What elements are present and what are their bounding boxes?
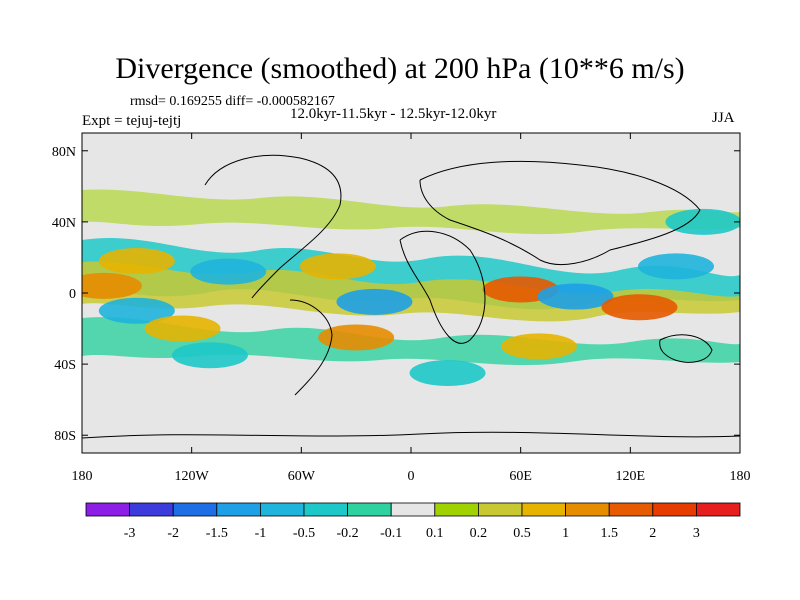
x-tick-label: 0 <box>408 469 415 484</box>
y-tick-label: 0 <box>69 287 76 302</box>
colorbar-swatch <box>434 502 479 517</box>
field-west-pacific-negative <box>638 253 715 280</box>
coastlines <box>82 154 740 439</box>
colorbar-label: 3 <box>693 526 700 541</box>
stats-label: rmsd= 0.169255 diff= -0.000582167 <box>130 94 335 109</box>
experiment-label: Expt = tejuj-tejtj <box>82 113 182 129</box>
x-tick-label: 180 <box>72 469 93 484</box>
x-tick-label: 120W <box>175 469 210 484</box>
field-south-atlantic-positive <box>318 324 395 351</box>
x-tick-label: 180 <box>730 469 751 484</box>
colorbar-label: -2 <box>167 526 179 541</box>
colorbar: -3 -2 -1.5 -1 -0.5 -0.2 -0.1 0.1 0.2 0.5 1 1.5 2 3 <box>85 502 741 541</box>
colorbar-swatch <box>216 502 261 517</box>
colorbar-swatch <box>521 502 566 517</box>
colorbar-swatch <box>85 502 130 517</box>
colorbar-label: 1.5 <box>600 526 618 541</box>
x-axis: 180 120W 60W 0 60E 120E 180 <box>72 133 751 484</box>
colorbar-swatch <box>652 502 697 517</box>
colorbar-swatch <box>129 502 174 517</box>
field-southern-indian-positive <box>500 333 577 360</box>
field-maritime-continent-positive <box>601 294 678 321</box>
colorbar-swatch <box>477 502 523 517</box>
colorbar-label: -0.1 <box>380 526 402 541</box>
colorbar-swatch <box>347 502 392 517</box>
y-tick-label: 80S <box>54 429 76 444</box>
field-north-atlantic-positive <box>299 253 376 280</box>
field-indian-ocean-negative <box>537 283 614 310</box>
period-label: 12.0kyr-11.5kyr - 12.5kyr-12.0kyr <box>290 106 497 122</box>
y-tick-label: 40S <box>54 358 76 373</box>
colorbar-label: 1 <box>562 526 569 541</box>
colorbar-swatch <box>696 502 741 517</box>
colorbar-label: 0.2 <box>470 526 488 541</box>
field-atlantic-eq-negative <box>336 288 413 315</box>
colorbar-label: 2 <box>649 526 656 541</box>
field-southern-ocean-negative <box>409 360 486 386</box>
y-tick-label: 80N <box>52 145 76 160</box>
x-tick-label: 60E <box>509 469 532 484</box>
field-north-pacific-east-negative <box>665 208 740 235</box>
field-central-america-negative <box>190 258 267 285</box>
colorbar-swatch <box>172 502 218 517</box>
colorbar-label: -0.5 <box>293 526 315 541</box>
y-axis: 80N 40N 0 40S 80S <box>52 145 740 444</box>
colorbar-label: 0.5 <box>513 526 531 541</box>
x-tick-label: 60W <box>288 469 316 484</box>
colorbar-swatch <box>608 502 654 517</box>
colorbar-label: -0.2 <box>337 526 359 541</box>
colorbar-swatch <box>259 502 305 517</box>
colorbar-label: -3 <box>124 526 136 541</box>
field-north-pacific-positive <box>98 248 175 274</box>
y-tick-label: 40N <box>52 216 76 231</box>
season-label: JJA <box>712 110 735 126</box>
colorbar-label: -1.5 <box>206 526 228 541</box>
field-pacific-eq-south-negative <box>98 297 175 324</box>
colorbar-swatch <box>565 502 610 517</box>
field-tropical-pacific-west-positive <box>82 272 142 299</box>
field-anomalies <box>82 208 740 386</box>
x-tick-label: 120E <box>616 469 646 484</box>
field-east-pacific-positive <box>144 315 221 342</box>
colorbar-label: 0.1 <box>426 526 444 541</box>
colorbar-swatch <box>303 502 348 517</box>
field-south-pacific-negative <box>171 342 248 369</box>
chart-title: Divergence (smoothed) at 200 hPa (10**6 … <box>115 52 685 85</box>
colorbar-swatch <box>390 502 436 517</box>
colorbar-label: -1 <box>255 526 267 541</box>
